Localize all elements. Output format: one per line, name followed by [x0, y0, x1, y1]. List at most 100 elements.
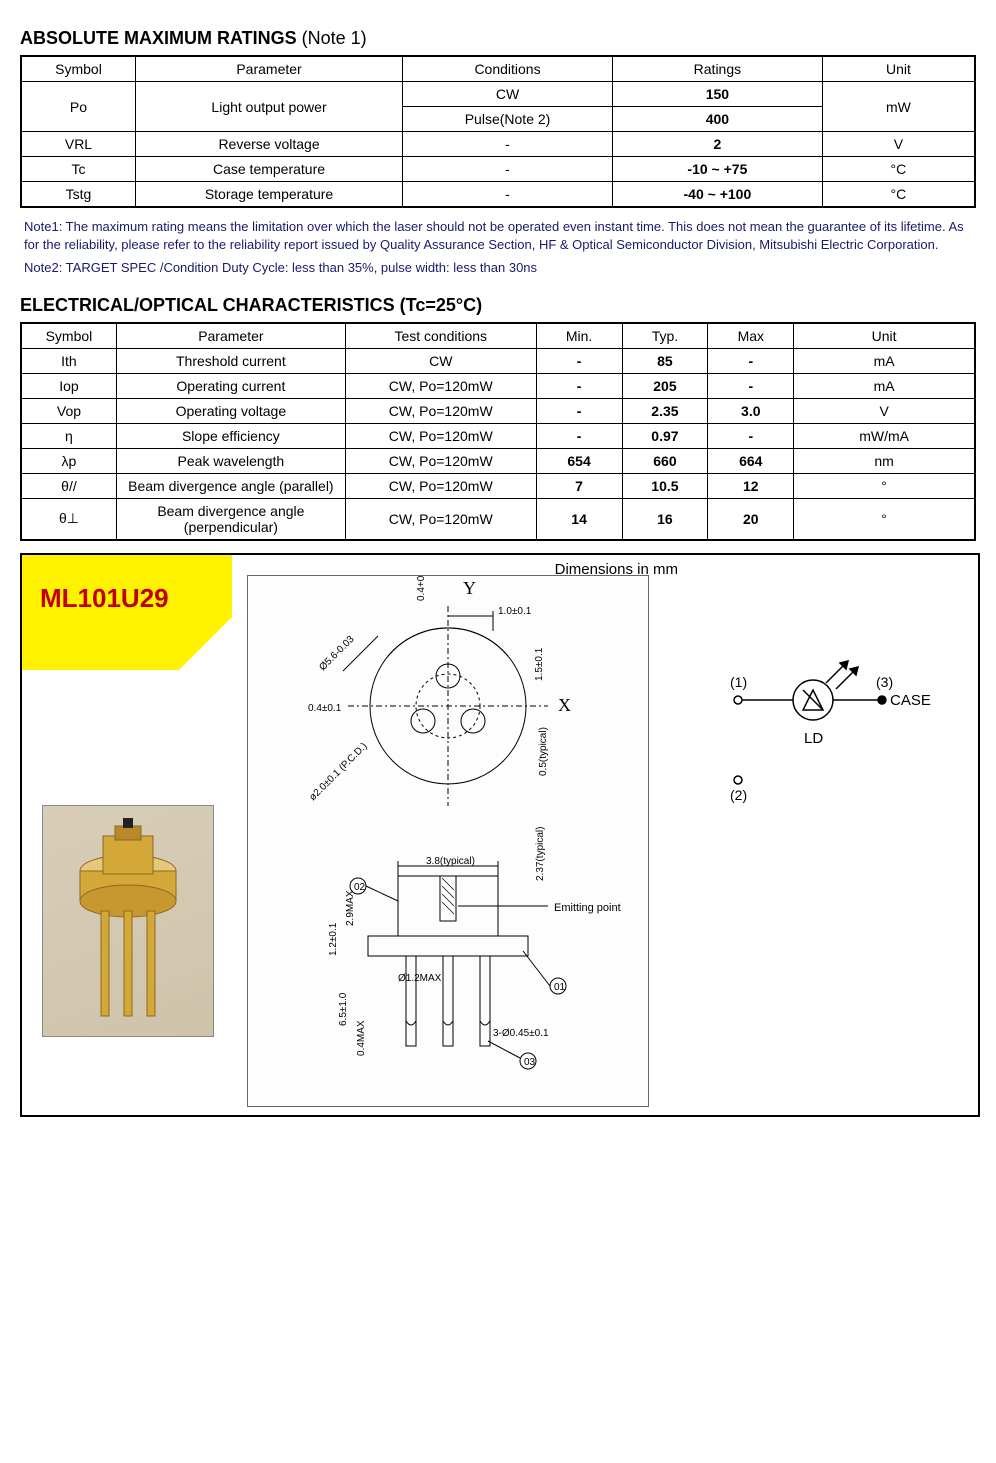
dim-label: 6.5±1.0 [338, 992, 349, 1026]
pin3-label: (3) [876, 674, 893, 690]
cell-parameter: Light output power [135, 82, 402, 132]
cell-parameter: Operating voltage [116, 398, 345, 423]
cell-conditions: CW [403, 82, 613, 107]
cell-unit: mA [794, 348, 975, 373]
emitting-point-label: Emitting point [554, 902, 621, 914]
cell-conditions: - [403, 182, 613, 208]
axis-x-label: X [558, 695, 571, 715]
case-label: CASE [890, 692, 931, 709]
max-ratings-table: Symbol Parameter Conditions Ratings Unit… [20, 55, 976, 208]
note1-text: Note1: The maximum rating means the limi… [24, 218, 972, 253]
cell-ratings: 150 [612, 82, 822, 107]
dim-label: 0.4MAX [356, 1020, 367, 1056]
cell-parameter: Beam divergence angle (perpendicular) [116, 498, 345, 540]
cell-parameter: Case temperature [135, 157, 402, 182]
cell-min: 14 [536, 498, 622, 540]
cell-parameter: Peak wavelength [116, 448, 345, 473]
cell-unit: °C [822, 157, 975, 182]
cell-max: - [708, 423, 794, 448]
col-min: Min. [536, 323, 622, 349]
cell-unit: mA [794, 373, 975, 398]
product-photo [42, 805, 214, 1037]
dim-label: ø2.0±0.1 (P.C.D.) [307, 741, 369, 803]
cell-typ: 205 [622, 373, 708, 398]
table-row: θ//Beam divergence angle (parallel)CW, P… [21, 473, 975, 498]
cell-min: 654 [536, 448, 622, 473]
col-ratings: Ratings [612, 56, 822, 82]
dim-label: 3.8(typical) [426, 856, 475, 867]
cell-symbol: Vop [21, 398, 116, 423]
cell-unit: mW [822, 82, 975, 132]
col-max: Max [708, 323, 794, 349]
section1-title: ABSOLUTE MAXIMUM RATINGS (Note 1) [20, 28, 976, 49]
cell-symbol: Iop [21, 373, 116, 398]
cell-typ: 2.35 [622, 398, 708, 423]
cell-conditions: - [403, 157, 613, 182]
table-row: Tc Case temperature - -10 ~ +75 °C [21, 157, 975, 182]
cell-cond: CW, Po=120mW [345, 373, 536, 398]
cell-cond: CW, Po=120mW [345, 448, 536, 473]
dim-label: 1.0±0.1 [498, 606, 532, 617]
table-row: λpPeak wavelengthCW, Po=120mW654660664nm [21, 448, 975, 473]
mechanical-drawing: Y X 1.0±0.1 0.4+0.1 Ø5.6-0.03 0.4±0.1 ø2… [247, 575, 649, 1107]
cell-symbol: Ith [21, 348, 116, 373]
cell-unit: V [822, 132, 975, 157]
pin2-label: (2) [730, 787, 747, 803]
cell-parameter: Reverse voltage [135, 132, 402, 157]
svg-text:01: 01 [554, 982, 566, 993]
section1-title-main: ABSOLUTE MAXIMUM RATINGS [20, 28, 297, 48]
dim-label: 3-Ø0.45±0.1 [493, 1028, 549, 1039]
cell-symbol: θ// [21, 473, 116, 498]
table-header-row: Symbol Parameter Test conditions Min. Ty… [21, 323, 975, 349]
cell-max: 3.0 [708, 398, 794, 423]
col-typ: Typ. [622, 323, 708, 349]
cell-unit: ° [794, 498, 975, 540]
part-number-label: ML101U29 [40, 583, 169, 614]
cell-min: - [536, 348, 622, 373]
dim-label: 1.2±0.1 [328, 922, 339, 956]
laser-diode-icon [53, 816, 203, 1026]
cell-parameter: Operating current [116, 373, 345, 398]
cell-parameter: Threshold current [116, 348, 345, 373]
dim-label: 1.5±0.1 [534, 647, 545, 681]
cell-min: - [536, 423, 622, 448]
cell-typ: 85 [622, 348, 708, 373]
cell-cond: CW, Po=120mW [345, 498, 536, 540]
cell-symbol: θ⊥ [21, 498, 116, 540]
cell-ratings: -40 ~ +100 [612, 182, 822, 208]
cell-ratings: 400 [612, 107, 822, 132]
dim-label: Ø5.6-0.03 [317, 633, 357, 673]
section2-title: ELECTRICAL/OPTICAL CHARACTERISTICS (Tc=2… [20, 295, 976, 316]
table-row: IopOperating currentCW, Po=120mW-205-mA [21, 373, 975, 398]
cell-min: - [536, 373, 622, 398]
cell-unit: °C [822, 182, 975, 208]
cell-conditions: Pulse(Note 2) [403, 107, 613, 132]
col-unit: Unit [822, 56, 975, 82]
cell-symbol: Po [21, 82, 135, 132]
cell-max: - [708, 373, 794, 398]
cell-max: - [708, 348, 794, 373]
col-unit: Unit [794, 323, 975, 349]
cell-conditions: - [403, 132, 613, 157]
cell-unit: mW/mA [794, 423, 975, 448]
table-row: Tstg Storage temperature - -40 ~ +100 °C [21, 182, 975, 208]
cell-symbol: VRL [21, 132, 135, 157]
cell-symbol: Tc [21, 157, 135, 182]
pin-schematic: (1) (3) CASE LD (2) [708, 645, 948, 815]
cell-min: - [536, 398, 622, 423]
section1-title-note: (Note 1) [297, 28, 367, 48]
dim-label: 2.37(typical) [535, 826, 546, 880]
cell-cond: CW, Po=120mW [345, 398, 536, 423]
cell-ratings: 2 [612, 132, 822, 157]
cell-max: 12 [708, 473, 794, 498]
table-row: VopOperating voltageCW, Po=120mW-2.353.0… [21, 398, 975, 423]
col-symbol: Symbol [21, 323, 116, 349]
cell-cond: CW [345, 348, 536, 373]
cell-max: 664 [708, 448, 794, 473]
cell-symbol: Tstg [21, 182, 135, 208]
cell-ratings: -10 ~ +75 [612, 157, 822, 182]
table-row: IthThreshold currentCW-85-mA [21, 348, 975, 373]
package-diagram: ML101U29 Dimensions in mm [20, 553, 980, 1117]
cell-cond: CW, Po=120mW [345, 423, 536, 448]
dim-label: Ø1.2MAX [398, 973, 442, 984]
